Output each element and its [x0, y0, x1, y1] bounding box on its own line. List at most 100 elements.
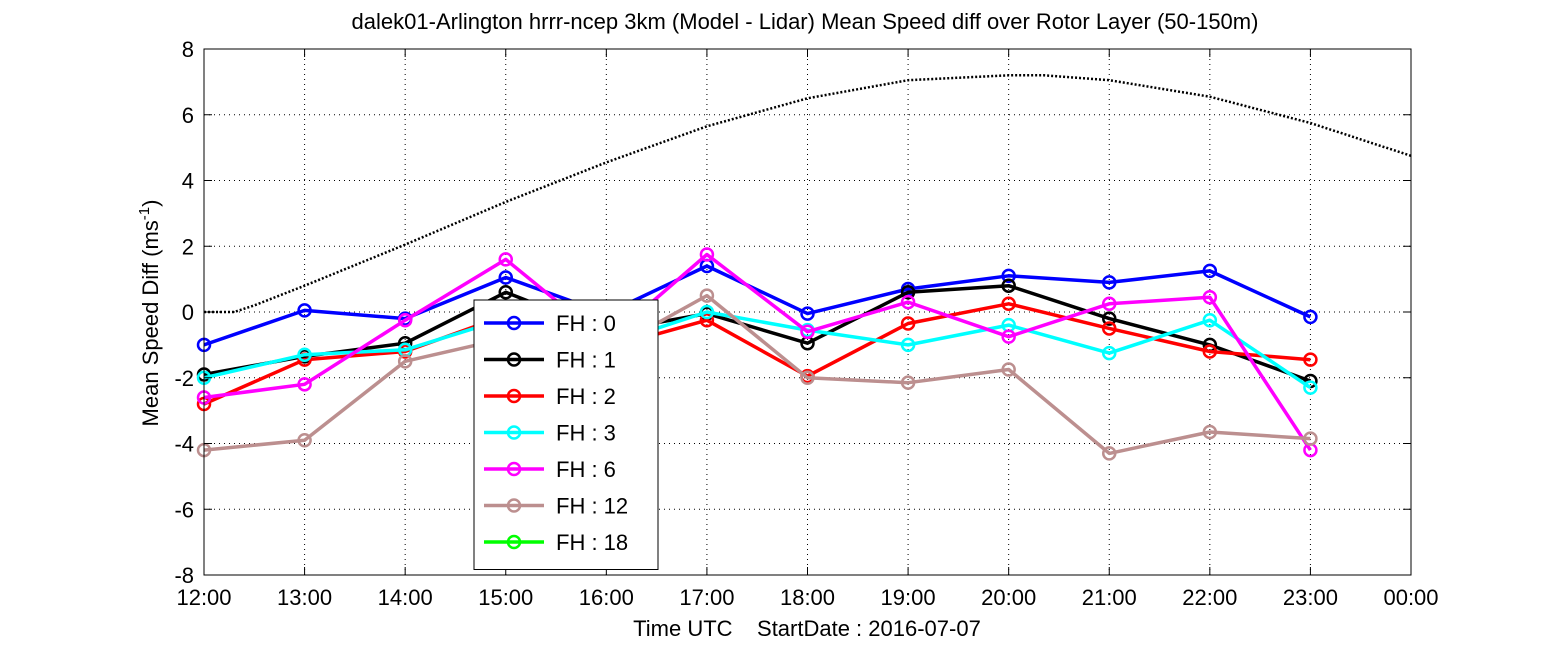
legend-item: FH : 12: [484, 494, 628, 519]
x-tick-label: 22:00: [1182, 585, 1237, 610]
data-point: [1202, 289, 1218, 305]
x-tick-label: 12:00: [176, 585, 231, 610]
reference-curve: [204, 74, 1412, 314]
series-layer: [196, 247, 1318, 461]
data-point: [297, 303, 312, 318]
legend-item: FH : 2: [484, 384, 616, 409]
legend-label: FH : 18: [556, 530, 628, 555]
data-point: [1102, 446, 1117, 461]
data-point: [1001, 329, 1016, 344]
legend-label: FH : 2: [556, 384, 616, 409]
y-tick-label: -6: [174, 497, 194, 522]
data-point: [397, 354, 413, 369]
legend-label: FH : 12: [556, 494, 628, 519]
x-tick-label: 18:00: [780, 585, 835, 610]
data-point: [699, 304, 715, 320]
legend-label: FH : 0: [556, 311, 616, 336]
data-point: [900, 294, 916, 310]
data-point: [1102, 311, 1117, 326]
legend-label: FH : 6: [556, 457, 616, 482]
x-tick-label: 16:00: [579, 585, 634, 610]
data-point: [397, 312, 413, 328]
legend-item: FH : 18: [484, 530, 628, 555]
y-tick-label: 0: [182, 300, 194, 325]
data-point: [1001, 296, 1016, 312]
data-point: [297, 347, 312, 362]
y-tick-label: 4: [182, 169, 194, 194]
y-tick-label: 6: [182, 103, 194, 128]
data-point: [498, 270, 513, 285]
legend-swatch-marker: [506, 461, 522, 477]
x-tick-label: 19:00: [881, 585, 936, 610]
data-point: [699, 288, 715, 303]
y-tick-label: -2: [174, 366, 194, 391]
legend-item: FH : 6: [484, 457, 616, 482]
series-line: [203, 310, 1312, 390]
data-point: [1303, 380, 1318, 395]
data-point: [1202, 312, 1218, 328]
data-point: [1001, 268, 1016, 284]
x-tick-label: 15:00: [478, 585, 533, 610]
data-point: [297, 377, 312, 392]
data-point: [1102, 275, 1117, 290]
data-point: [699, 247, 715, 262]
data-point: [800, 306, 815, 321]
data-point: [1202, 263, 1218, 279]
y-tick-label: 8: [182, 37, 194, 62]
x-tick-label: 21:00: [1082, 585, 1137, 610]
data-point: [1202, 344, 1218, 359]
series-line: [203, 293, 1311, 456]
legend-swatch-marker: [506, 352, 522, 367]
y-tick-label: -8: [174, 563, 194, 588]
data-point: [1001, 278, 1016, 293]
data-point: [498, 252, 513, 267]
data-point: [1001, 362, 1016, 377]
x-tick-label: 20:00: [981, 585, 1036, 610]
legend-swatch-marker: [506, 425, 522, 440]
legend: FH : 0 FH : 1 FH : 2 FH : 3 FH : 6 FH : 12 FH …: [473, 299, 659, 570]
data-point: [699, 312, 715, 328]
data-point: [1303, 431, 1318, 446]
data-point: [800, 324, 815, 339]
legend-swatch-marker: [506, 534, 522, 550]
data-point: [900, 285, 916, 300]
legend-box: [473, 299, 659, 570]
legend-swatch-marker: [506, 315, 522, 331]
x-tick-label: 23:00: [1283, 585, 1338, 610]
data-point: [900, 375, 916, 390]
y-axis-label-close: ): [138, 200, 163, 207]
reference-curve-line: [204, 74, 1412, 314]
series-2: [196, 296, 1318, 412]
axis-ticks: 12:00 13:00 14:00 15:00 16:00 17:00 18:00 19:00…: [174, 37, 1438, 610]
y-axis-label-sup: -1: [136, 207, 153, 220]
x-axis-label: Time UTC StartDate : 2016-07-07: [633, 616, 981, 641]
y-tick-label: 2: [182, 234, 194, 259]
grid: [204, 49, 1411, 575]
legend-item: FH : 0: [484, 311, 616, 336]
series-1: [196, 278, 1318, 389]
data-point: [1102, 321, 1117, 336]
data-point: [1102, 345, 1117, 361]
y-axis-label-main: Mean Speed Diff (ms: [138, 220, 163, 426]
data-point: [900, 316, 916, 331]
y-tick-label: -4: [174, 432, 194, 457]
data-point: [1303, 309, 1318, 325]
data-point: [297, 432, 312, 448]
series-line: [203, 252, 1312, 452]
data-point: [1303, 352, 1318, 367]
data-point: [498, 285, 513, 300]
series-line: [203, 302, 1311, 406]
x-tick-label: 13:00: [277, 585, 332, 610]
x-tick-label: 00:00: [1383, 585, 1438, 610]
data-point: [900, 337, 916, 353]
legend-label: FH : 1: [556, 348, 616, 373]
chart-title: dalek01-Arlington hrrr-ncep 3km (Model -…: [352, 9, 1259, 34]
x-tick-label: 14:00: [378, 585, 433, 610]
series-line: [203, 283, 1311, 383]
legend-label: FH : 3: [556, 421, 616, 446]
data-point: [1102, 296, 1117, 312]
y-axis-label: Mean Speed Diff (ms-1): [136, 200, 163, 427]
data-point: [800, 370, 815, 385]
x-tick-label: 17:00: [679, 585, 734, 610]
legend-item: FH : 3: [484, 421, 616, 446]
